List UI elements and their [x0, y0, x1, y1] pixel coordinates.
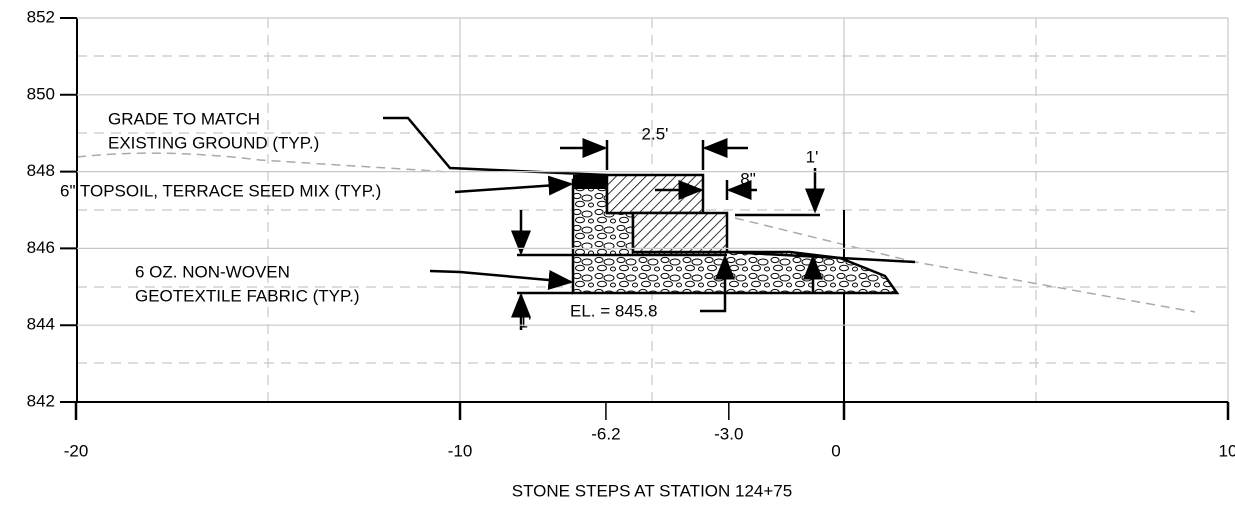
station-label: -3.0 [714, 424, 743, 443]
x-tick-label: 10 [1219, 441, 1235, 460]
dimension: 2.5' [642, 124, 669, 143]
dimension: 1' [806, 147, 819, 166]
y-tick-label: 846 [27, 238, 55, 257]
title: STONE STEPS AT STATION 124+75 [512, 481, 792, 500]
grid [77, 18, 1229, 402]
annotation: EXISTING GROUND (TYP.) [108, 133, 319, 152]
annotation: 6 OZ. NON-WOVEN [135, 262, 290, 281]
stone-step [605, 173, 705, 215]
y-tick-label: 852 [27, 7, 55, 26]
station-label: -6.2 [591, 424, 620, 443]
y-tick-label: 850 [27, 84, 55, 103]
dimension: 8" [740, 169, 756, 188]
x-tick-label: 0 [831, 441, 840, 460]
x-tick-label: -20 [64, 441, 89, 460]
y-tick-label: 844 [27, 315, 55, 334]
y-tick-label: 842 [27, 391, 55, 410]
y-tick-label: 848 [27, 161, 55, 180]
annotation: 6" TOPSOIL, TERRACE SEED MIX (TYP.) [60, 181, 381, 200]
annotation: GRADE TO MATCH [108, 109, 260, 128]
annotation: EL. = 845.8 [570, 301, 657, 320]
annotation: GEOTEXTILE FABRIC (TYP.) [135, 286, 360, 305]
topsoil [573, 175, 607, 189]
dimension: 1' [519, 312, 532, 331]
existing-ground [76, 152, 451, 173]
stone-step [631, 211, 729, 254]
x-tick-label: -10 [448, 441, 473, 460]
